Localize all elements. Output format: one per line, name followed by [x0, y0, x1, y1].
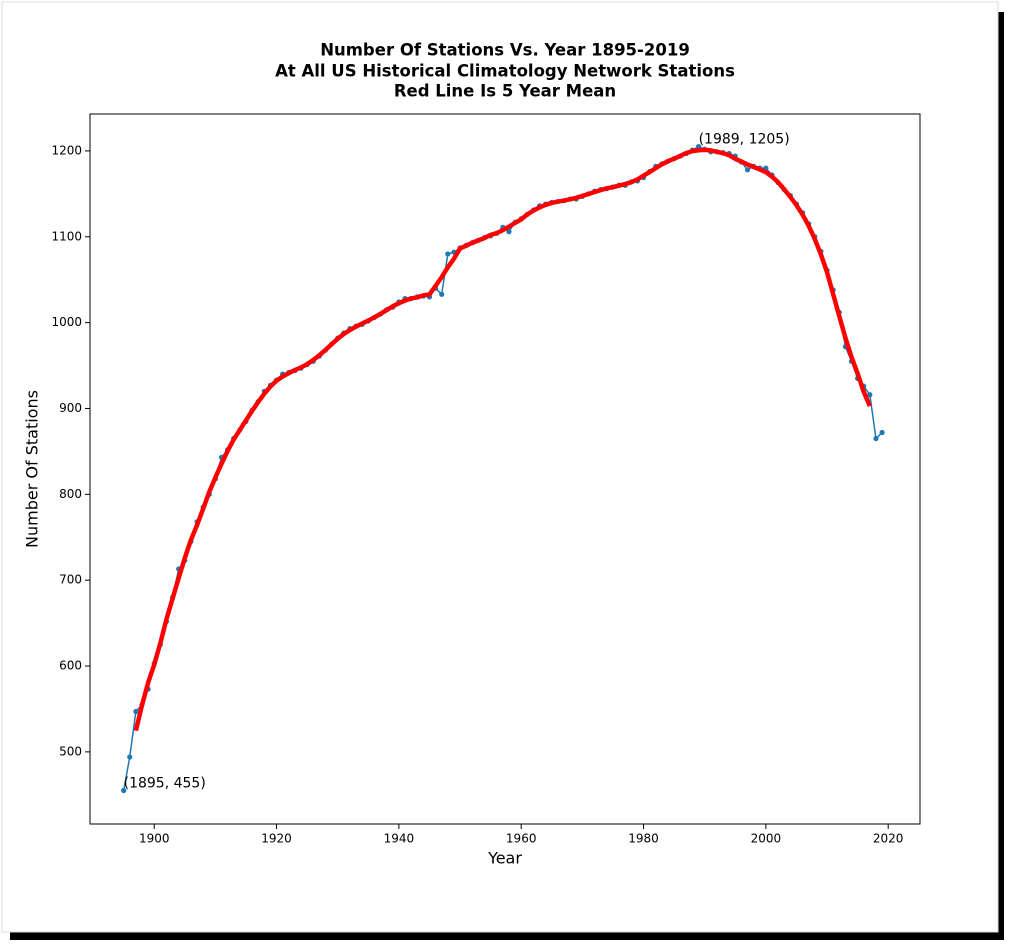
- y-tick-label: 600: [59, 659, 82, 673]
- data-point: [873, 435, 879, 442]
- y-tick-label: 1100: [51, 229, 82, 243]
- y-tick-label: 800: [59, 487, 82, 501]
- chart-title: At All US Historical Climatology Network…: [275, 62, 735, 81]
- data-point: [879, 429, 885, 436]
- data-point: [439, 291, 445, 297]
- y-tick-label: 900: [59, 401, 82, 415]
- data-point: [121, 787, 127, 794]
- x-tick-label: 2020: [873, 832, 904, 846]
- frame: [1, 1, 999, 933]
- x-tick-label: 1980: [628, 832, 659, 846]
- data-point: [506, 229, 512, 235]
- y-tick-label: 1000: [51, 315, 82, 329]
- x-tick-label: 1920: [261, 832, 292, 846]
- annotation: (1989, 1205): [699, 132, 790, 148]
- y-tick-label: 1200: [51, 143, 82, 157]
- series-line: [133, 147, 872, 732]
- data-point: [133, 708, 139, 715]
- x-tick-label: 2000: [751, 832, 782, 846]
- plot-frame: [89, 113, 921, 825]
- annotation: (1895, 455): [124, 776, 206, 792]
- data-point: [127, 754, 133, 760]
- chart-title: Number Of Stations Vs. Year 1895-2019: [320, 41, 690, 60]
- x-tick-label: 1960: [506, 832, 537, 846]
- data-point: [445, 251, 451, 257]
- x-tick-label: 1940: [384, 832, 415, 846]
- y-tick-label: 700: [59, 573, 82, 587]
- chart-title: Red Line Is 5 Year Mean: [394, 82, 616, 101]
- y-axis-label: Number Of Stations: [23, 390, 42, 548]
- data-point: [867, 392, 873, 398]
- x-axis-label: Year: [487, 849, 522, 868]
- data-point: [744, 167, 751, 173]
- y-tick-label: 500: [59, 744, 82, 758]
- x-tick-label: 1900: [139, 832, 170, 846]
